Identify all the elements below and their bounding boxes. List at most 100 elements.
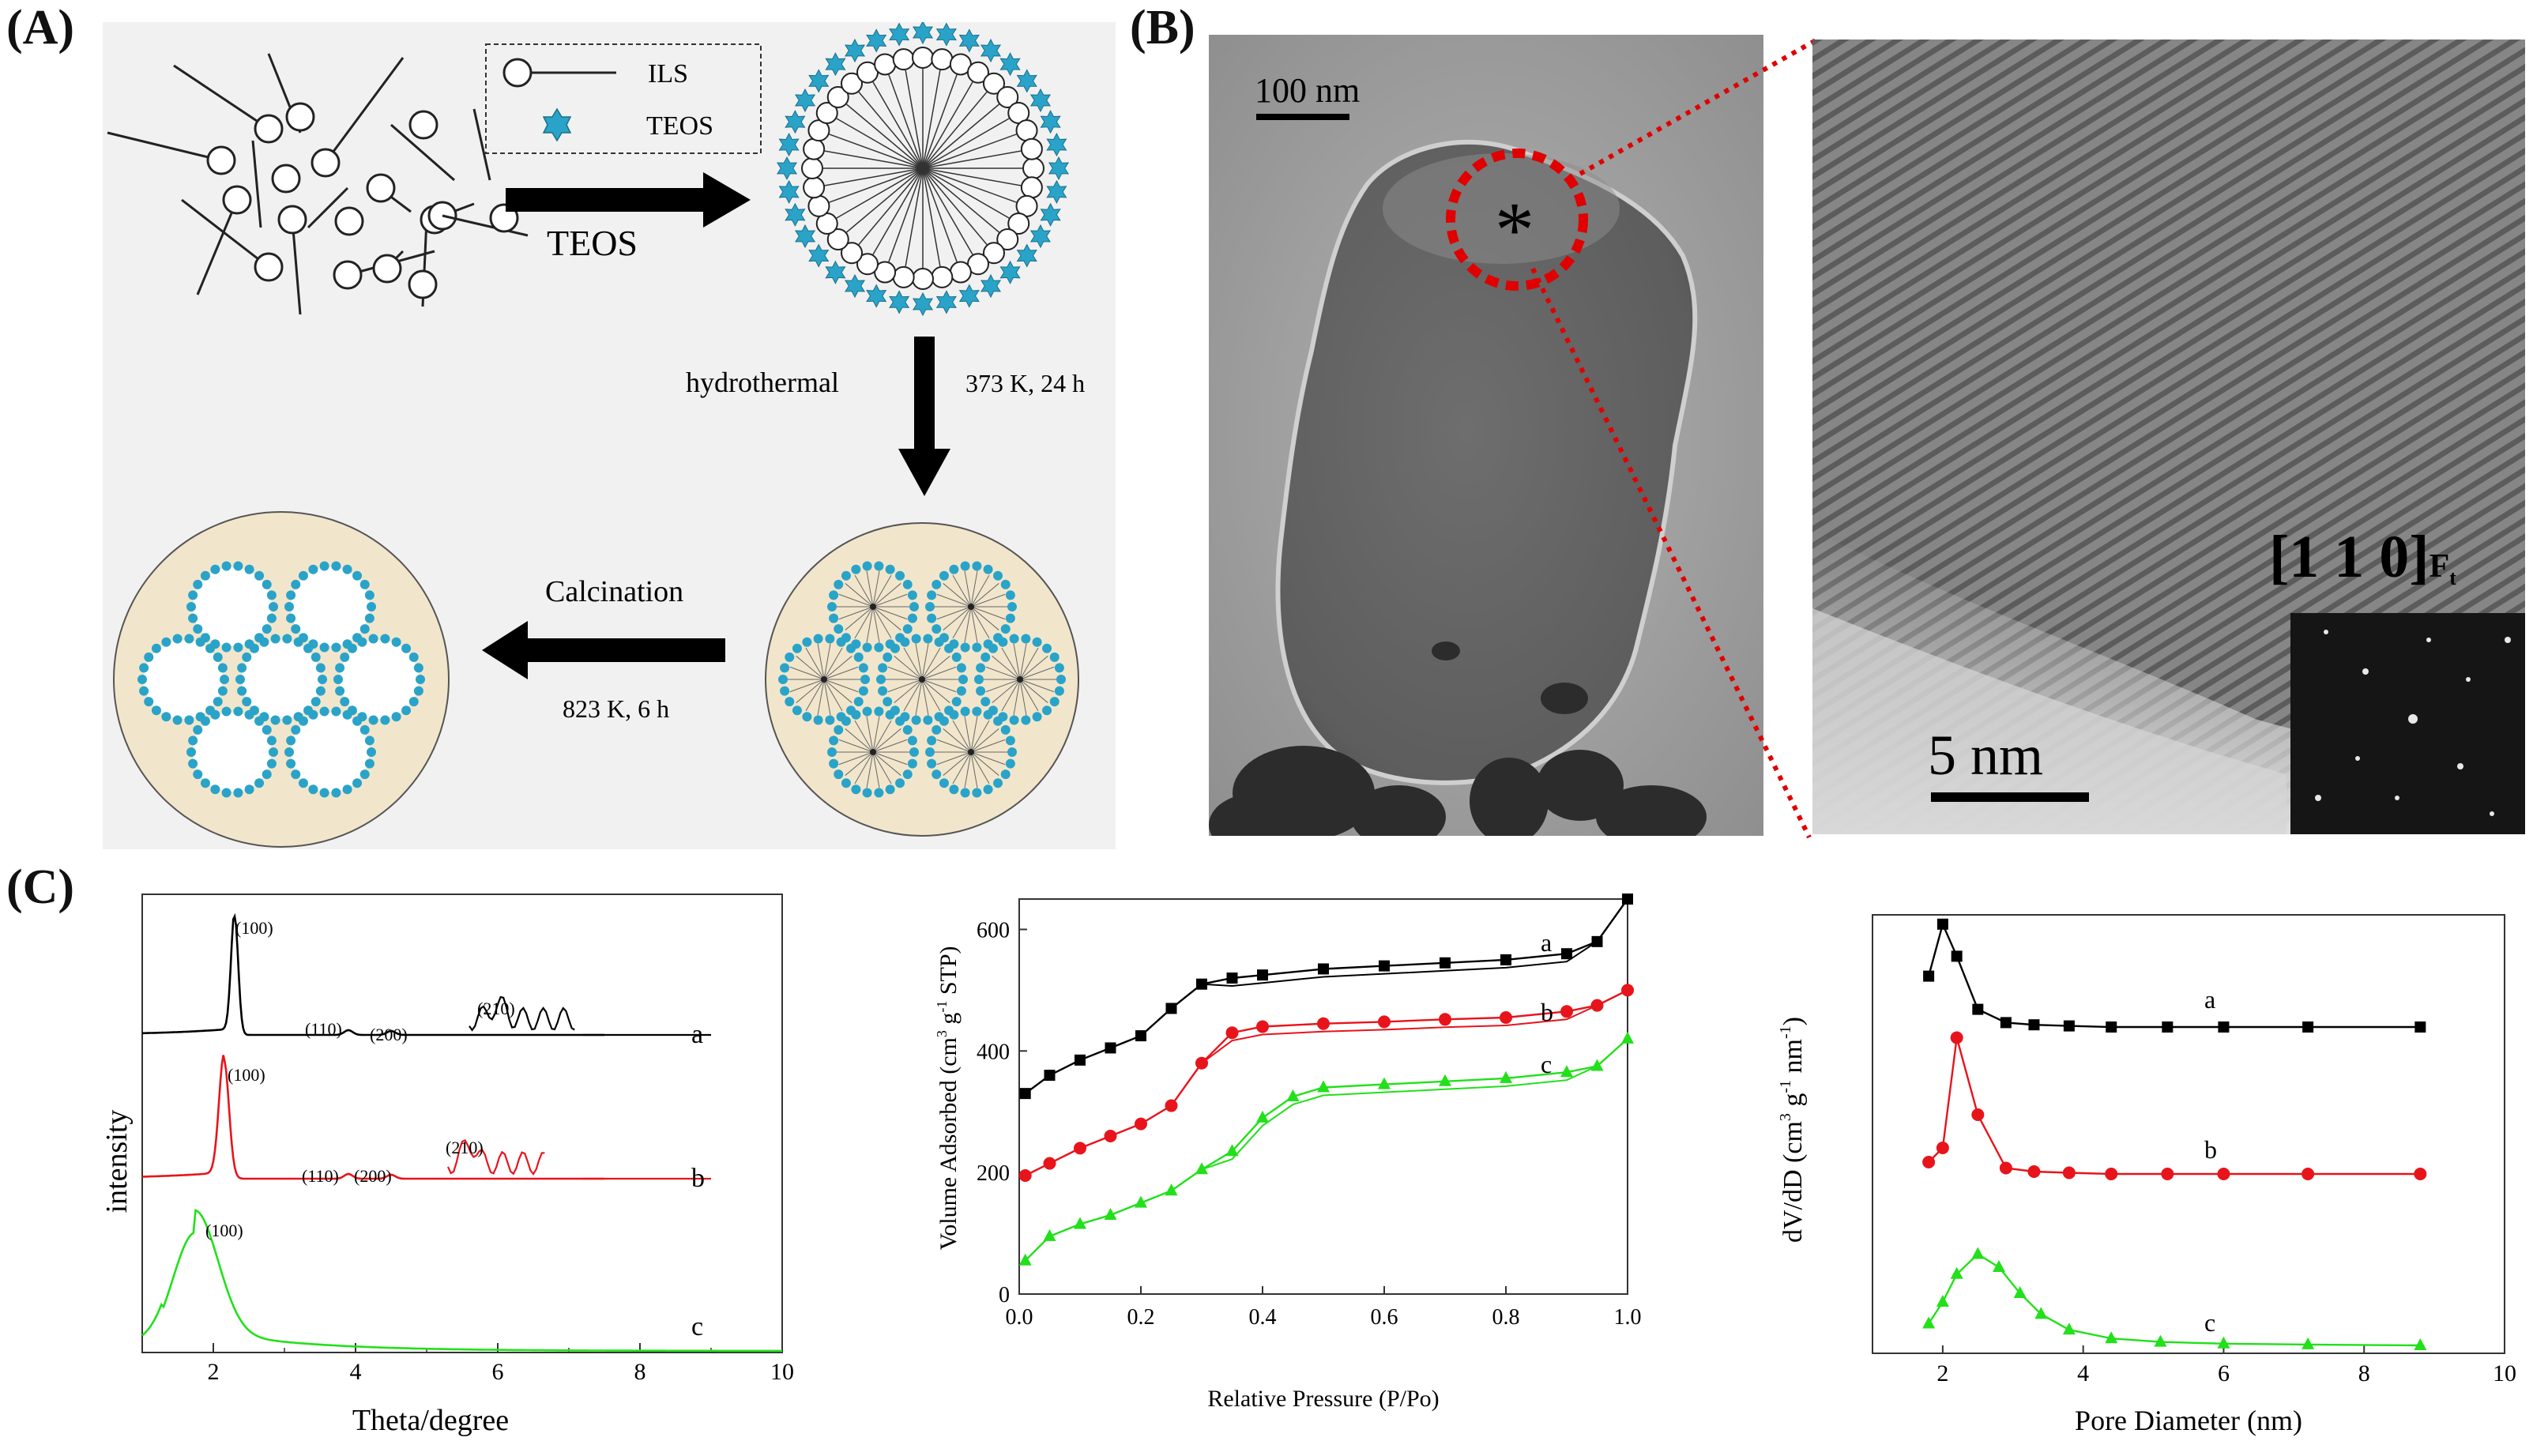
isotherm-ticks: 0.0 0.2 0.4 0.6 0.8 1.0 0 200 400 600 bbox=[977, 918, 1642, 1330]
silica-bead bbox=[883, 697, 893, 707]
silica-bead bbox=[311, 652, 321, 662]
empty-pore bbox=[144, 640, 223, 719]
pore-surfactant bbox=[838, 606, 874, 620]
micelle-head bbox=[996, 86, 1019, 109]
micelle-head bbox=[803, 137, 826, 160]
silica-bead bbox=[188, 758, 198, 769]
pore-point-c bbox=[1936, 1295, 1949, 1307]
silica-bead bbox=[1005, 736, 1015, 746]
pore-surfactant bbox=[970, 606, 1006, 620]
silica-bead bbox=[1007, 747, 1017, 757]
pore-surfactant bbox=[894, 656, 923, 680]
silica-bead bbox=[188, 736, 198, 746]
iso-point-b bbox=[1439, 1013, 1451, 1026]
silica-bead bbox=[340, 697, 350, 707]
silica-bead bbox=[335, 686, 345, 696]
iso-point-b bbox=[1043, 1157, 1056, 1170]
silica-bead bbox=[193, 579, 203, 589]
pore-surfactant bbox=[887, 666, 923, 680]
pore-surfactant bbox=[921, 647, 941, 680]
pore-surfactant bbox=[970, 751, 999, 776]
silica-bead bbox=[911, 715, 921, 725]
teos-star bbox=[844, 38, 866, 63]
pore-surfactant bbox=[952, 574, 972, 608]
pore-point-a bbox=[1936, 918, 1948, 930]
calcination-conditions: 823 K, 6 h bbox=[563, 694, 669, 723]
pore-surfactant bbox=[789, 666, 825, 680]
micelle-head bbox=[912, 268, 934, 290]
iso-series-c-line bbox=[1024, 1038, 1628, 1262]
silica-bead bbox=[911, 634, 921, 644]
iso-point-c bbox=[1225, 1144, 1239, 1157]
micelle-tail bbox=[905, 70, 924, 169]
silica-bead bbox=[200, 570, 210, 581]
pore-surfactant bbox=[936, 739, 972, 753]
silica-bead bbox=[213, 652, 223, 662]
silica-bead bbox=[172, 715, 183, 725]
silica-bead bbox=[286, 758, 296, 769]
pore-point-c bbox=[1993, 1260, 2005, 1272]
pore-surfactant bbox=[1001, 647, 1021, 680]
silica-bead bbox=[902, 624, 913, 634]
silica-bead bbox=[413, 663, 423, 673]
pore-x-tick-label: 10 bbox=[2493, 1360, 2516, 1386]
pore-surfactant bbox=[872, 751, 901, 776]
iso-series-c-desorption bbox=[1024, 1038, 1628, 1262]
iso-point-b bbox=[1378, 1015, 1391, 1029]
silica-bead bbox=[254, 570, 265, 581]
teos-star bbox=[1048, 156, 1070, 181]
micelle-tail bbox=[922, 167, 1017, 203]
region-marker: * bbox=[1495, 186, 1534, 273]
pore-surfactant bbox=[943, 751, 972, 776]
iso-series-a-label: a bbox=[1541, 928, 1552, 957]
silica-bead bbox=[902, 769, 913, 780]
pore-surfactant bbox=[894, 679, 923, 703]
silica-bead bbox=[186, 747, 196, 757]
xrd-series-a bbox=[142, 912, 604, 1037]
silica-bead bbox=[993, 778, 1003, 788]
silica-bead bbox=[269, 602, 278, 611]
pore-xlabel: Pore Diameter (nm) bbox=[2075, 1405, 2302, 1436]
silica-bead bbox=[286, 590, 296, 600]
silica-bead bbox=[352, 778, 363, 788]
pore-surfactant bbox=[823, 679, 852, 703]
micelle-tail bbox=[824, 150, 924, 169]
micelle-tail bbox=[922, 70, 941, 169]
silica-bead bbox=[311, 697, 321, 707]
teos-star bbox=[1029, 224, 1052, 249]
pore-point-c bbox=[1950, 1266, 1963, 1279]
silica-bead bbox=[269, 747, 278, 757]
micelle-tail bbox=[888, 167, 924, 262]
iso-point-c bbox=[1135, 1195, 1147, 1208]
micelle-tail bbox=[905, 167, 924, 267]
silica-bead bbox=[780, 663, 790, 673]
silica-bead bbox=[862, 788, 872, 798]
pore-surfactant bbox=[921, 679, 929, 716]
iso-point-b bbox=[1195, 1056, 1208, 1070]
hrtem-svg: 5 nm [1 1 0]Ft bbox=[1812, 40, 2525, 834]
ils-legend-icon bbox=[502, 58, 533, 88]
silica-bead bbox=[364, 590, 374, 600]
silica-bead bbox=[1032, 637, 1042, 647]
silica-bead bbox=[416, 675, 425, 684]
silica-bead bbox=[949, 784, 959, 795]
teos-star bbox=[866, 28, 887, 53]
pore-surfactant bbox=[1001, 679, 1021, 712]
silica-bead bbox=[331, 788, 341, 798]
pore-surfactant bbox=[872, 606, 901, 630]
silica-bead bbox=[262, 769, 272, 780]
xrd-series-b bbox=[141, 1055, 604, 1180]
teos-star bbox=[794, 224, 816, 249]
silica-bead bbox=[874, 788, 884, 798]
pore-surfactant bbox=[854, 720, 874, 753]
pore-point-a bbox=[2106, 1021, 2117, 1033]
isotherm-chart: 0.0 0.2 0.4 0.6 0.8 1.0 0 200 400 600 Volume Adso… bbox=[934, 894, 1642, 1412]
silica-bead bbox=[380, 634, 390, 644]
pore-point-c bbox=[2414, 1338, 2427, 1350]
micelle-tail bbox=[922, 91, 988, 169]
micelle-head bbox=[856, 253, 879, 276]
pore-surfactant bbox=[943, 728, 972, 753]
empty-pore bbox=[193, 713, 272, 792]
silica-bead bbox=[785, 652, 795, 662]
silica-bead bbox=[308, 784, 318, 795]
